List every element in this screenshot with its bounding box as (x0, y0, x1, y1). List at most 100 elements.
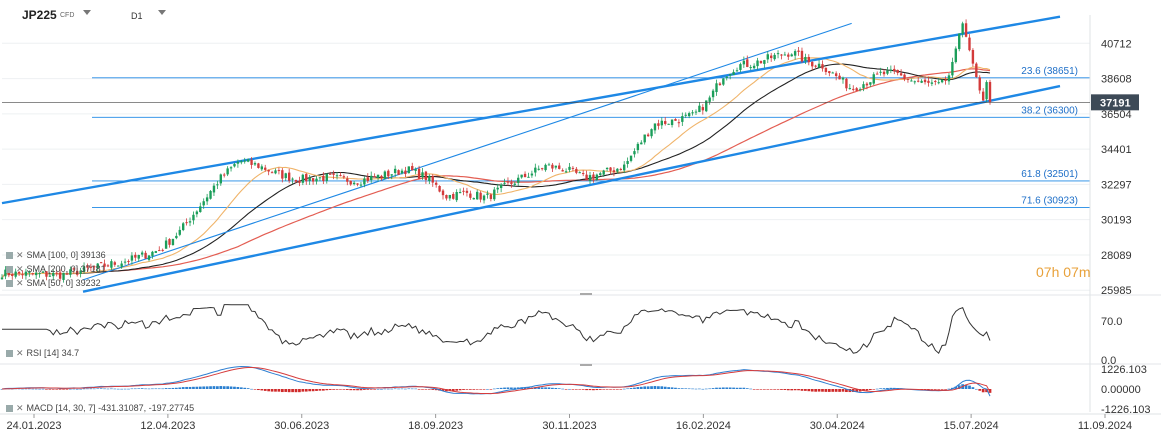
macd-histogram-bar (547, 387, 551, 389)
macd-histogram-bar (804, 389, 807, 391)
candle-body (257, 163, 260, 168)
indicator-settings-icon[interactable] (6, 280, 13, 288)
candle-body (424, 171, 428, 180)
close-icon[interactable]: ✕ (16, 264, 24, 274)
candle-body (934, 80, 937, 82)
indicator-settings-icon[interactable] (6, 405, 13, 413)
candle-body (910, 80, 913, 82)
macd-histogram-bar (551, 387, 554, 389)
macd-histogram-bar (814, 389, 818, 392)
candle-body (383, 171, 387, 179)
macd-histogram-bar (0, 389, 4, 390)
macd-histogram-bar (24, 388, 28, 390)
candle-body (305, 173, 308, 182)
candle-body (917, 80, 920, 82)
candle-body (192, 214, 195, 221)
macd-histogram-bar (988, 389, 992, 393)
candle-body (650, 129, 653, 137)
candle-body (523, 173, 527, 178)
candle-body (284, 173, 287, 179)
macd-histogram-bar (735, 387, 739, 389)
macd-histogram-bar (780, 389, 783, 390)
legend-sma100[interactable]: ✕ SMA [100, 0] 39136 (6, 250, 106, 261)
candle-body (250, 159, 253, 165)
indicator-settings-icon[interactable] (6, 266, 13, 274)
timeframe-selector[interactable]: D1 (131, 11, 143, 21)
macd-tick-label: 0.00000 (1101, 384, 1141, 396)
timeframe-dropdown-icon[interactable] (158, 10, 166, 15)
panel-resize-handle (580, 293, 592, 295)
price-tick-label: 32297 (1101, 179, 1132, 191)
macd-histogram-bar (725, 387, 729, 389)
candle-body (537, 168, 540, 170)
candle-body (821, 64, 824, 69)
candle-body (588, 175, 592, 182)
candle-body (834, 73, 838, 76)
candle-body (763, 60, 766, 64)
candle-body (896, 69, 899, 73)
macd-panel: 1226.103 0.00000 -1226.103 (0, 364, 1151, 416)
symbol-dropdown-icon[interactable] (83, 10, 91, 15)
candlesticks (0, 19, 992, 283)
candle-body (674, 119, 677, 121)
fib-level-label: 23.6 (38651) (1021, 66, 1078, 77)
candle-body (445, 195, 448, 199)
channel-line-inner (82, 22, 852, 281)
macd-histogram-bar (472, 389, 476, 390)
sma50-line (1, 57, 991, 278)
macd-histogram-bar (964, 384, 968, 389)
candle-body (889, 69, 893, 71)
candle-body (592, 174, 595, 179)
candle-body (623, 164, 626, 171)
macd-histogram-bar (140, 388, 144, 389)
candle-body (14, 271, 17, 277)
candle-body (626, 161, 629, 165)
candle-body (311, 178, 315, 182)
candle-body (219, 174, 222, 184)
close-icon[interactable]: ✕ (16, 278, 24, 288)
macd-histogram-bar (533, 387, 537, 389)
candle-body (28, 271, 31, 273)
indicator-settings-icon[interactable] (6, 252, 13, 260)
candle-body (940, 79, 944, 83)
candle-body (407, 166, 411, 174)
candle-body (882, 71, 886, 75)
candle-body (848, 88, 852, 90)
macd-histogram-bar (127, 388, 130, 390)
macd-histogram-bar (51, 389, 55, 390)
candle-body (701, 107, 705, 111)
close-icon[interactable]: ✕ (16, 250, 24, 260)
candle-body (920, 80, 923, 83)
candle-body (773, 54, 776, 60)
candle-body (21, 274, 24, 276)
candle-body (985, 82, 988, 100)
macd-histogram-bar (386, 388, 390, 390)
macd-histogram-bar (933, 389, 937, 390)
close-icon[interactable]: ✕ (16, 403, 24, 413)
macd-histogram-bar (492, 388, 496, 390)
price-tick-label: 25985 (1101, 285, 1132, 297)
macd-histogram-bar (544, 387, 547, 389)
legend-sma50[interactable]: ✕ SMA [50, 0] 39232 (6, 278, 101, 289)
macd-histogram-bar (732, 387, 735, 389)
current-price-label: 37191 (1100, 97, 1131, 109)
candle-body (175, 235, 178, 239)
candle-body (510, 182, 513, 184)
legend-rsi[interactable]: ✕ RSI [14] 34.7 (6, 348, 79, 359)
close-icon[interactable]: ✕ (16, 348, 24, 358)
candle-body (944, 79, 947, 81)
fib-level-label: 38.2 (36300) (1021, 105, 1078, 116)
candle-body (886, 70, 889, 74)
macd-histogram-bar (592, 389, 595, 391)
candle-body (759, 60, 763, 64)
legend-sma200[interactable]: ✕ SMA [200, 0] 37181 (6, 264, 106, 275)
candle-body (964, 23, 968, 37)
legend-macd[interactable]: ✕ MACD [14, 30, 7] -431.31087, -197.27745 (6, 403, 194, 414)
macd-histogram-bar (62, 389, 65, 390)
candle-body (76, 270, 79, 275)
macd-histogram-bar (219, 386, 223, 389)
symbol-name[interactable]: JP225 (22, 8, 57, 22)
indicator-settings-icon[interactable] (6, 350, 13, 358)
candle-body (971, 49, 975, 64)
